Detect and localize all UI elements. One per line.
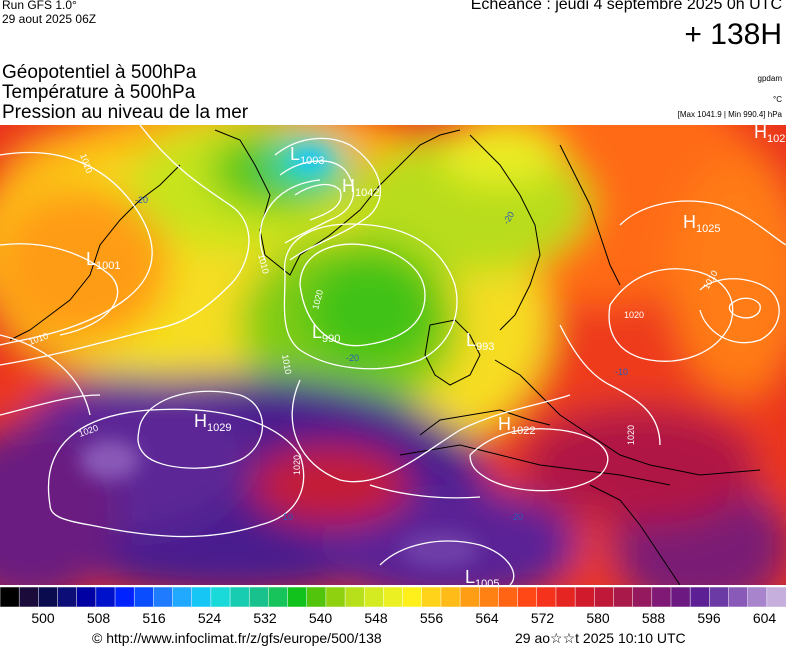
scale-swatch bbox=[402, 587, 423, 607]
forecast-horizon: + 138H bbox=[684, 18, 782, 51]
scale-swatch bbox=[210, 587, 231, 607]
scale-swatch bbox=[613, 587, 634, 607]
forecast-valid-time: Echéance : jeudi 4 septembre 2025 0h UTC bbox=[470, 0, 782, 13]
scale-swatch bbox=[651, 587, 672, 607]
pressure-center: H1025 bbox=[683, 212, 720, 235]
isotherm-label: -20 bbox=[510, 512, 523, 522]
scale-swatch bbox=[536, 587, 557, 607]
scale-swatch bbox=[440, 587, 461, 607]
scale-swatch bbox=[421, 587, 442, 607]
color-scale bbox=[0, 587, 786, 607]
scale-swatch bbox=[632, 587, 653, 607]
pressure-center: L993 bbox=[466, 330, 494, 353]
isobar-label: 1020 bbox=[292, 455, 302, 475]
scale-label: 564 bbox=[475, 610, 499, 626]
pressure-center: H1042 bbox=[342, 176, 379, 199]
title-temperature: Température à 500hPa bbox=[2, 82, 196, 103]
scale-swatch bbox=[287, 587, 308, 607]
scale-swatch bbox=[709, 587, 730, 607]
scale-swatch bbox=[38, 587, 59, 607]
unit-gpdam: gpdam bbox=[757, 74, 782, 83]
scale-label: 548 bbox=[364, 610, 388, 626]
scale-label: 540 bbox=[308, 610, 333, 626]
scale-swatch bbox=[574, 587, 596, 607]
scale-swatch bbox=[728, 587, 749, 607]
scale-swatch bbox=[0, 587, 20, 607]
pressure-center: H1029 bbox=[194, 411, 231, 434]
pressure-center: H102 bbox=[754, 125, 785, 145]
scale-label: 508 bbox=[86, 610, 111, 626]
scale-swatch bbox=[18, 587, 40, 607]
scale-swatch bbox=[95, 587, 116, 607]
generation-timestamp: 29 ao☆☆t 2025 10:10 UTC bbox=[515, 630, 686, 646]
scale-swatch bbox=[479, 587, 500, 607]
scale-label: 588 bbox=[641, 610, 666, 626]
pressure-center: L990 bbox=[312, 322, 340, 345]
isotherm-labels: -20 -20 -20 -10 -10 -20 bbox=[135, 195, 628, 522]
isotherm-label: -10 bbox=[615, 367, 628, 377]
scale-swatch bbox=[268, 587, 289, 607]
scale-swatch bbox=[76, 587, 97, 607]
scale-label: 524 bbox=[197, 610, 222, 626]
weather-map[interactable]: L1003 H1042 L1001 L990 L993 H1029 H1022 … bbox=[0, 125, 786, 585]
scale-label: 572 bbox=[530, 610, 555, 626]
scale-swatch bbox=[153, 587, 174, 607]
isotherm-label: -20 bbox=[135, 195, 148, 205]
scale-swatch bbox=[57, 587, 78, 607]
scale-label: 556 bbox=[419, 610, 444, 626]
title-pressure: Pression au niveau de la mer bbox=[2, 102, 249, 123]
coastlines bbox=[9, 129, 761, 585]
scale-label: 516 bbox=[142, 610, 166, 626]
copyright-link[interactable]: © http://www.infoclimat.fr/z/gfs/europe/… bbox=[92, 630, 382, 646]
isobar-label: 1020 bbox=[626, 425, 636, 445]
pressure-center: L1003 bbox=[290, 144, 325, 167]
scale-label: 500 bbox=[31, 610, 55, 626]
scale-label: 604 bbox=[752, 610, 777, 626]
isobars bbox=[0, 125, 786, 585]
pressure-center: L1005 bbox=[465, 567, 500, 585]
scale-swatch bbox=[344, 587, 365, 607]
geopotential-field bbox=[0, 125, 786, 585]
scale-swatch bbox=[133, 587, 155, 607]
scale-swatch bbox=[191, 587, 212, 607]
scale-swatch bbox=[248, 587, 270, 607]
scale-swatch bbox=[555, 587, 576, 607]
scale-swatch bbox=[325, 587, 346, 607]
pressure-centers: L1003 H1042 L1001 L990 L993 H1029 H1022 … bbox=[86, 125, 785, 585]
scale-swatch bbox=[459, 587, 481, 607]
scale-swatch bbox=[114, 587, 135, 607]
scale-swatch bbox=[498, 587, 519, 607]
unit-celsius: °C bbox=[773, 95, 782, 104]
scale-label: 580 bbox=[586, 610, 610, 626]
run-date: 29 aout 2025 06Z bbox=[2, 12, 97, 26]
scale-swatch bbox=[229, 587, 250, 607]
isobar-label: 1020 bbox=[624, 310, 644, 320]
scale-swatch bbox=[689, 587, 711, 607]
pressure-range: [Max 1041.9 | Min 990.4] hPa bbox=[677, 110, 782, 119]
pressure-center: L1001 bbox=[86, 249, 121, 272]
isotherm-label: -10 bbox=[280, 512, 293, 522]
scale-swatch bbox=[383, 587, 404, 607]
scale-labels: 500 508 516 524 532 540 548 556 564 572 580 588 596 6… bbox=[0, 610, 786, 628]
scale-swatch bbox=[517, 587, 538, 607]
scale-swatch bbox=[766, 587, 786, 607]
isobar-label: 1010 bbox=[280, 354, 293, 375]
scale-label: 596 bbox=[697, 610, 721, 626]
scale-label: 532 bbox=[253, 610, 277, 626]
scale-swatch bbox=[670, 587, 691, 607]
run-label: Run GFS 1.0° bbox=[2, 0, 77, 12]
scale-swatch bbox=[306, 587, 327, 607]
isotherm-label: -20 bbox=[346, 353, 359, 363]
scale-swatch bbox=[172, 587, 193, 607]
scale-swatch bbox=[594, 587, 615, 607]
scale-swatch bbox=[363, 587, 385, 607]
title-geopotential: Géopotentiel à 500hPa bbox=[2, 62, 197, 83]
scale-swatch bbox=[747, 587, 768, 607]
pressure-center: H1022 bbox=[498, 414, 535, 437]
